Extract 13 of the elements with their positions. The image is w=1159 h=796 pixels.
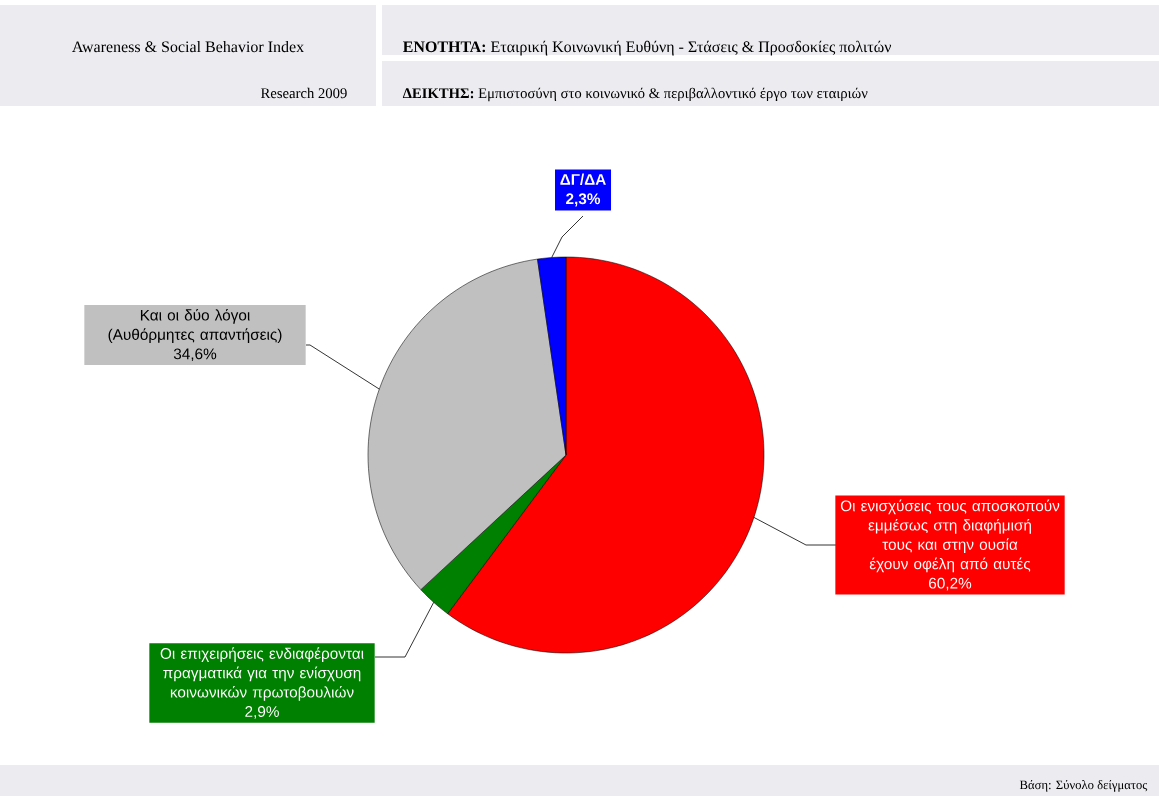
chart-title: Awareness & Social Behavior Index (72, 40, 304, 53)
chart-subtitle: ΕΝΟΤΗΤΑ: Εταιρική Κοινωνική Ευθύνη - Στάσεις & Προσδοκίες πολιτών (402, 40, 892, 56)
data-label: 2,9% (245, 706, 279, 719)
text: ΔΕΙΚΤΗΣ: Εμπιστοσύνη στο κοινωνικό & περιβαλλοντικό έργο των εταιριών (402, 87, 868, 102)
slice-label: ΔΓ/ΔΑ (560, 173, 606, 186)
slice-label: Οι επιχειρήσεις ενδιαφέρονται πραγματικά για την ενίσχυση κοινωνικών πρωτοβουλιών (160, 647, 364, 701)
text: Βάση: Σύνολο δείγματος (1019, 780, 1148, 792)
text: Research 2009 (260, 87, 347, 99)
data-label: 2,3% (566, 193, 601, 207)
slice-label: Οι ενισχύσεις τους αποσκοπούν εμμέσως στη διαφήμισή τους και στην ουσία έχουν οφέλη από αυτές (840, 499, 1060, 573)
slice-label: Και οι δύο λόγοι (Αυθόρμητες απαντήσεις) (108, 308, 282, 343)
data-label: 60,2% (929, 577, 972, 591)
data-label: 34,6% (173, 348, 217, 362)
